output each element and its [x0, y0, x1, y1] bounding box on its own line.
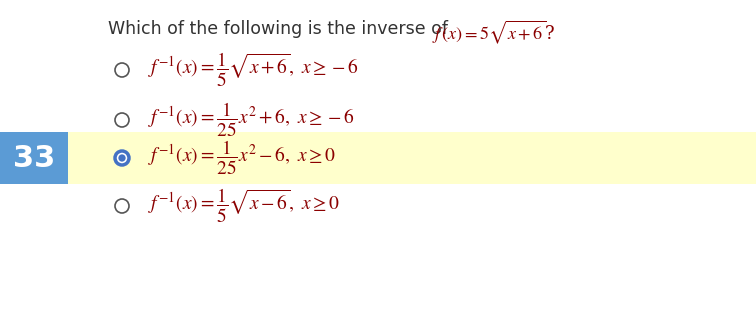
FancyBboxPatch shape — [0, 132, 68, 184]
Text: $f^{-1}(x) = \dfrac{1}{5}\sqrt{x+6},\ x \geq -6$: $f^{-1}(x) = \dfrac{1}{5}\sqrt{x+6},\ x … — [148, 51, 359, 89]
Circle shape — [119, 154, 125, 162]
Text: 33: 33 — [13, 144, 55, 173]
Text: $f^{-1}(x) = \dfrac{1}{25}x^2 - 6,\ x \geq 0$: $f^{-1}(x) = \dfrac{1}{25}x^2 - 6,\ x \g… — [148, 139, 336, 177]
Circle shape — [115, 113, 129, 127]
FancyBboxPatch shape — [68, 132, 756, 184]
Text: $f^{-1}(x) = \dfrac{1}{5}\sqrt{x-6},\ x \geq 0$: $f^{-1}(x) = \dfrac{1}{5}\sqrt{x-6},\ x … — [148, 187, 340, 225]
Text: Which of the following is the inverse of: Which of the following is the inverse of — [108, 20, 454, 38]
Text: $f\,(x) = 5\sqrt{x+6}$?: $f\,(x) = 5\sqrt{x+6}$? — [432, 19, 555, 46]
Circle shape — [115, 63, 129, 77]
Circle shape — [115, 199, 129, 213]
Circle shape — [115, 151, 129, 165]
Text: $f^{-1}(x) = \dfrac{1}{25}x^2 + 6,\ x \geq -6$: $f^{-1}(x) = \dfrac{1}{25}x^2 + 6,\ x \g… — [148, 101, 355, 139]
